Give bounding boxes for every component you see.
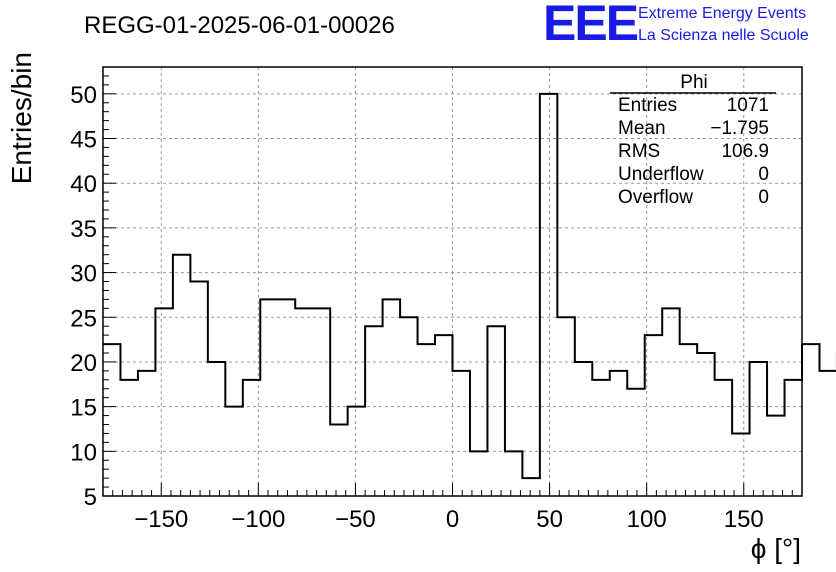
x-tick-label: −50 (335, 506, 376, 533)
histogram-bin (243, 380, 260, 496)
stats-row-label: Underflow (618, 164, 704, 185)
histogram-bin (383, 299, 400, 496)
axis-ticks (103, 66, 803, 497)
histogram-bin (697, 353, 714, 496)
histogram-bin (819, 371, 836, 496)
histogram-bin (278, 299, 295, 496)
histogram-bin (680, 344, 697, 496)
histogram-bin (540, 94, 557, 496)
histogram-bin (103, 344, 120, 496)
stats-row-value: 1071 (727, 95, 769, 116)
histogram-bin (138, 371, 155, 496)
tick-labels: −150 −100 −50 0 50 100 150 5 10 15 20 25 30 35 40 45 50 (70, 82, 763, 533)
y-tick-label: 35 (70, 216, 97, 243)
x-tick-label: 0 (446, 506, 459, 533)
histogram-bin (610, 371, 627, 496)
y-tick-label: 10 (70, 439, 97, 466)
histogram-bin (470, 451, 487, 496)
logo-line-1: Extreme Energy Events (638, 5, 806, 22)
histogram-bin (348, 407, 365, 496)
y-tick-label: 40 (70, 171, 97, 198)
histogram-bin (453, 371, 470, 496)
histogram-bin (365, 326, 382, 496)
y-tick-label: 20 (70, 350, 97, 377)
stats-row-value: −1.795 (710, 118, 769, 139)
stats-row-value: 0 (758, 187, 769, 208)
stats-row-label: Entries (618, 95, 677, 116)
y-tick-label: 30 (70, 261, 97, 288)
stats-row-label: RMS (618, 141, 660, 162)
histogram-bin (400, 317, 417, 496)
logo-mark: EEE (543, 0, 638, 51)
x-tick-label: −150 (134, 506, 188, 533)
histogram-bin (715, 380, 732, 496)
stats-box-name: Phi (680, 72, 707, 93)
histogram-bin (592, 380, 609, 496)
histogram-bin (522, 478, 539, 496)
histogram-bin (330, 425, 347, 497)
y-tick-label: 45 (70, 127, 97, 154)
histogram-bin (802, 344, 819, 496)
histogram-bin (155, 308, 172, 496)
histogram-bin (505, 451, 522, 496)
x-tick-label: 150 (724, 506, 764, 533)
histogram-bin (260, 299, 277, 496)
stats-row-label: Overflow (618, 187, 693, 208)
y-tick-label: 5 (84, 484, 97, 511)
histogram-title: REGG-01-2025-06-01-00026 (84, 12, 395, 39)
histogram-bin (190, 282, 207, 497)
histogram-bin (785, 380, 802, 496)
eee-logo: EEE Extreme Energy Events La Scienza nel… (543, 0, 809, 51)
histogram-bin (557, 317, 574, 496)
x-axis-label: ϕ [°] (751, 533, 801, 564)
x-tick-label: 50 (536, 506, 563, 533)
histogram-bin (225, 407, 242, 496)
histogram (103, 92, 836, 497)
histogram-bin (627, 389, 644, 496)
stats-row-value: 106.9 (721, 141, 769, 162)
histogram-bin (173, 255, 190, 496)
histogram-bin (418, 344, 435, 496)
histogram-bin (575, 362, 592, 496)
stats-row-label: Mean (618, 118, 666, 139)
y-tick-label: 15 (70, 395, 97, 422)
y-axis-label: Entries/bin (6, 52, 37, 184)
histogram-bin (662, 308, 679, 496)
histogram-bin (487, 326, 504, 496)
y-tick-label: 50 (70, 82, 97, 109)
stats-row-value: 0 (758, 164, 769, 185)
x-tick-label: 100 (627, 506, 667, 533)
histogram-bin (732, 433, 749, 496)
logo-line-2: La Scienza nelle Scuole (638, 27, 809, 44)
histogram-outline (103, 92, 836, 480)
histogram-bin (208, 362, 225, 496)
x-tick-label: −100 (231, 506, 285, 533)
histogram-bin (120, 380, 137, 496)
histogram-bin (767, 416, 784, 496)
histogram-bin (435, 335, 452, 496)
y-tick-label: 25 (70, 305, 97, 332)
histogram-bin (750, 362, 767, 496)
histogram-bin (645, 335, 662, 496)
histogram-bin (313, 308, 330, 496)
histogram-bin (295, 308, 312, 496)
stats-box: Phi Entries 1071 Mean −1.795 RMS 106.9 Underfl… (610, 72, 776, 208)
